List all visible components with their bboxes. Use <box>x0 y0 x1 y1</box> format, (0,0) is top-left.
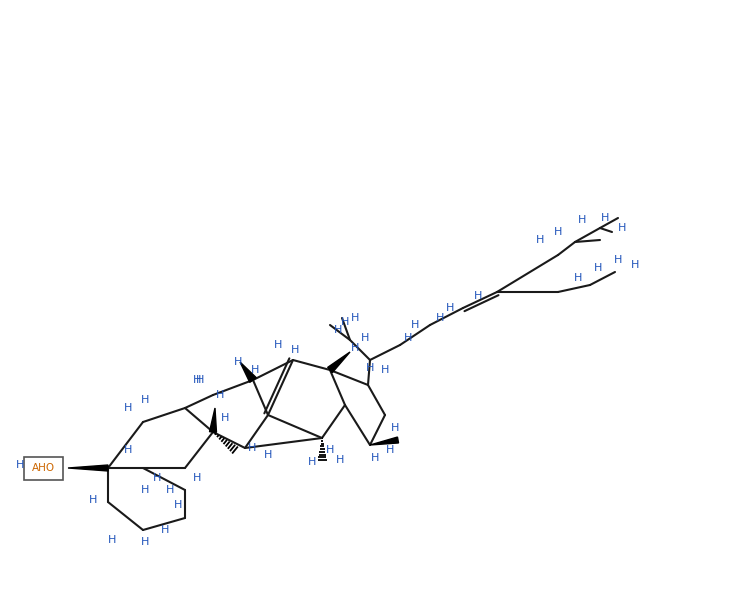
Text: H: H <box>248 443 256 453</box>
Text: H: H <box>618 223 626 233</box>
Text: H: H <box>386 445 394 455</box>
Text: H: H <box>614 255 622 265</box>
Text: H: H <box>124 445 132 455</box>
Text: H: H <box>221 413 229 423</box>
Text: H: H <box>474 291 482 301</box>
Text: H: H <box>16 460 24 470</box>
Text: H: H <box>351 343 359 353</box>
Text: H: H <box>192 473 201 483</box>
Text: H: H <box>291 345 299 355</box>
Text: H: H <box>554 227 562 237</box>
Text: H: H <box>264 450 272 460</box>
Text: H: H <box>436 313 444 323</box>
Text: H: H <box>631 260 639 270</box>
Text: H: H <box>536 235 544 245</box>
Text: H: H <box>141 537 149 547</box>
Text: H: H <box>161 525 169 535</box>
Text: H: H <box>594 263 602 273</box>
Text: H: H <box>411 320 419 330</box>
Text: H: H <box>195 375 204 385</box>
Text: H: H <box>366 363 374 373</box>
Text: H: H <box>380 365 389 375</box>
Text: H: H <box>391 423 399 433</box>
Polygon shape <box>68 465 108 471</box>
Polygon shape <box>210 408 216 432</box>
Text: H: H <box>124 403 132 413</box>
Polygon shape <box>327 352 350 373</box>
Text: H: H <box>166 485 174 495</box>
Text: H: H <box>274 340 282 350</box>
Text: H: H <box>326 445 334 455</box>
Polygon shape <box>370 437 398 445</box>
Text: H: H <box>574 273 582 283</box>
Text: H: H <box>141 485 149 495</box>
Text: H: H <box>216 390 225 400</box>
Text: H: H <box>108 535 116 545</box>
Text: H: H <box>446 303 454 313</box>
Text: H: H <box>336 455 344 465</box>
Text: H: H <box>404 333 413 343</box>
Text: H: H <box>351 313 359 323</box>
Text: H: H <box>192 375 201 385</box>
Text: H: H <box>361 333 369 343</box>
Text: H: H <box>341 317 349 327</box>
Text: H: H <box>601 213 609 223</box>
FancyBboxPatch shape <box>24 456 63 480</box>
Polygon shape <box>240 362 256 383</box>
Text: H: H <box>308 457 316 467</box>
Text: H: H <box>174 500 182 510</box>
Text: H: H <box>578 215 586 225</box>
Text: H: H <box>251 365 259 375</box>
Text: H: H <box>333 325 342 335</box>
Text: AHO: AHO <box>31 463 54 473</box>
Text: H: H <box>141 395 149 405</box>
Text: H: H <box>233 357 242 367</box>
Text: H: H <box>371 453 379 463</box>
Text: H: H <box>89 495 97 505</box>
Text: H: H <box>153 473 161 483</box>
